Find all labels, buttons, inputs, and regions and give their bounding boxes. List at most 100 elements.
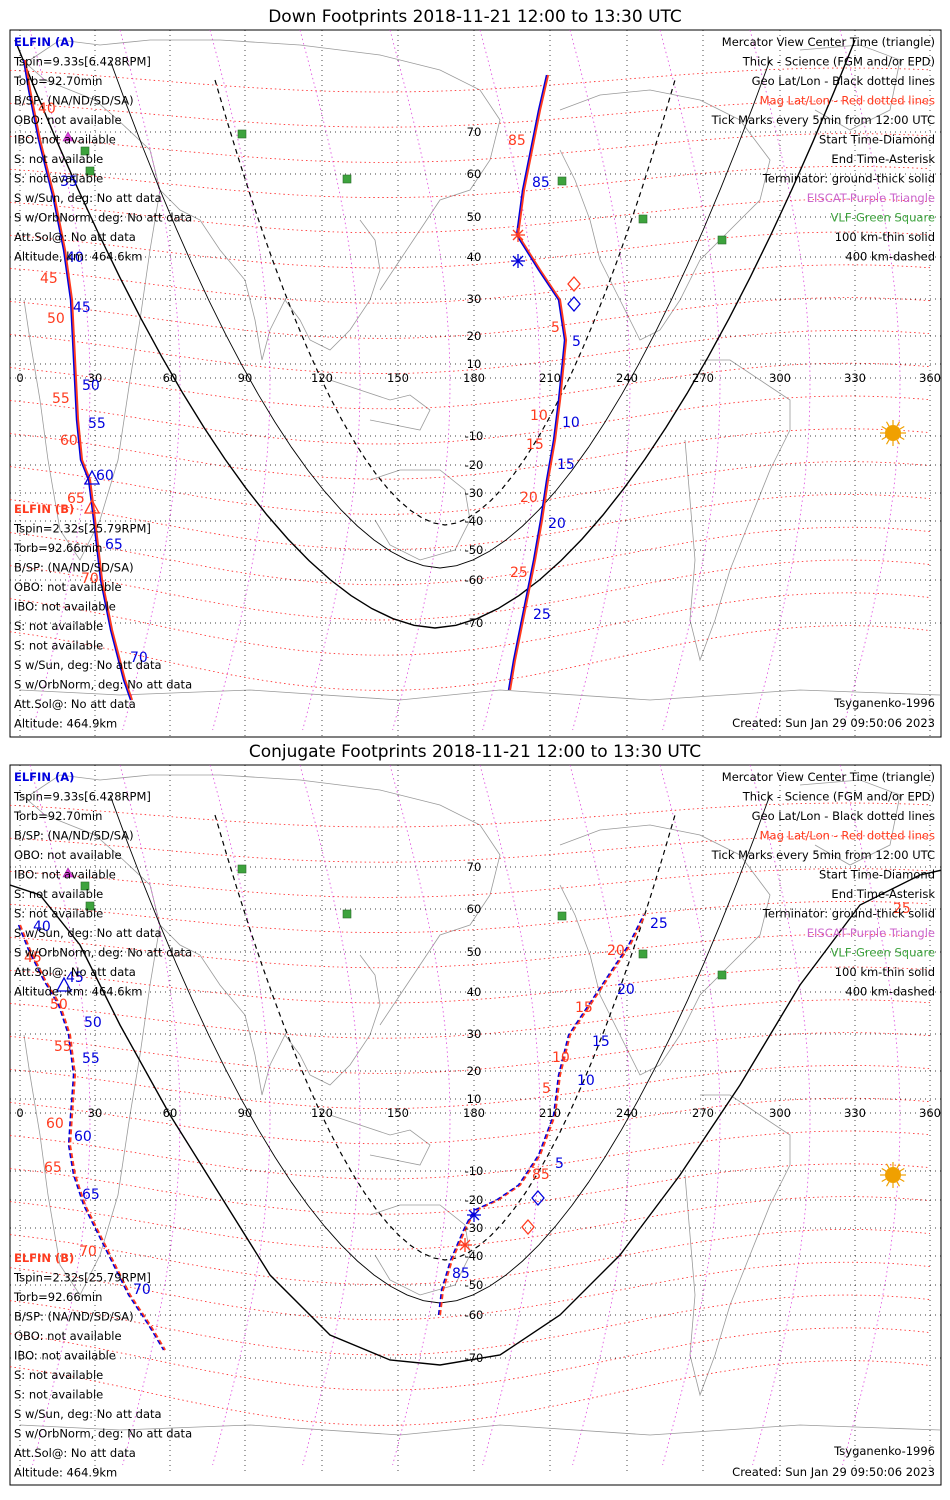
mag-lat-line [10, 901, 931, 933]
legend-line: Terminator: ground-thick solid [762, 172, 935, 186]
mag-lon-line [29, 765, 91, 1466]
mag-lon-line [389, 30, 451, 731]
asterisk-stroke [512, 255, 524, 267]
elfin-a-line: Torb=92.70min [13, 809, 102, 823]
panel-title: Down Footprints 2018-11-21 12:00 to 13:3… [268, 7, 682, 27]
vlf-station [342, 174, 352, 184]
track-time-label: 60 [96, 468, 114, 484]
lat-tick-label: 60 [467, 167, 482, 181]
elfin-a-line: Altitude, km: 464.6km [14, 985, 142, 999]
vlf-station [85, 166, 95, 176]
lat-tick-label: -10 [465, 1164, 484, 1178]
track-time-label: 10 [530, 408, 548, 424]
track-time-label: 85 [508, 133, 526, 149]
vlf-station [237, 129, 247, 139]
lon-tick-label: 210 [539, 1106, 561, 1120]
mag-lon-line [749, 30, 811, 731]
asterisk-stroke [468, 1209, 480, 1221]
mag-lat-line [10, 1294, 931, 1356]
track-time-label: 55 [88, 416, 106, 432]
grid-tick-labels: 0 30 60 90 120 150 180 210 240 270 300 330 360 70 60 50… [16, 860, 941, 1365]
elfin-a-line: B/SP: (NA/ND/SD/SA) [14, 829, 134, 843]
legend-line: End Time-Asterisk [831, 152, 935, 166]
mag-lon-line [209, 30, 271, 731]
vlf-station [80, 146, 90, 156]
track-time-label: 5 [555, 1156, 564, 1172]
elfin-a-line: S w/Sun, deg: No att data [14, 191, 162, 205]
elfin-b-info: ELFIN (B) Tspin=2.32s[25.79RPM] Torb=92.66… [13, 1251, 192, 1480]
track-time-label: 35 [60, 174, 78, 190]
mag-lon-line [839, 30, 901, 731]
lat-tick-label: 70 [467, 125, 482, 139]
model-label: Tsyganenko-1996 [833, 1444, 935, 1458]
legend-line: Mercator View Center Time (triangle) [722, 770, 935, 784]
elfin-a-line: OBO: not available [14, 113, 122, 127]
start-diamond [567, 276, 581, 292]
mag-lat-line [10, 999, 931, 1039]
vlf-station [80, 881, 90, 891]
start-diamond [531, 1190, 545, 1206]
elfin-a-line: Torb=92.70min [13, 74, 102, 88]
coastline [29, 39, 501, 291]
lon-tick-label: 90 [238, 1106, 253, 1120]
track-time-label: 25 [650, 916, 668, 932]
sun-ray [899, 425, 905, 430]
track-time-label: 60 [60, 433, 78, 449]
legend-line: 100 km-thin solid [835, 230, 935, 244]
elfin-b-track-blue [437, 914, 645, 1316]
elfin-b-line: S: not available [14, 1368, 103, 1382]
track-time-label: 60 [74, 1129, 92, 1145]
vlf-station [85, 901, 95, 911]
sun-icon [880, 1162, 906, 1188]
elfin-b-line: S w/OrbNorm, deg: No att data [14, 678, 192, 692]
lat-tick-label: -70 [465, 616, 484, 630]
elfin-b-line: Att.Sol@: No att data [14, 697, 136, 711]
lat-tick-label: 20 [467, 1064, 482, 1078]
legend-line: EISCAT-Purple Triangle [807, 926, 935, 940]
track-time-label: 70 [130, 650, 148, 666]
vlf-station [717, 235, 727, 245]
track-time-label: 10 [577, 1073, 595, 1089]
geographic-grid [10, 765, 941, 1475]
asterisk-stroke [512, 229, 524, 241]
vlf-station [557, 911, 567, 921]
mag-lat-line [10, 264, 931, 304]
track-time-label: 5 [542, 1081, 551, 1097]
coastline [799, 779, 901, 866]
elfin-b-line: Torb=92.66min [13, 1290, 102, 1304]
coastline [559, 824, 771, 1076]
sun-ray [885, 421, 890, 427]
lon-tick-label: 120 [311, 1106, 333, 1120]
lon-tick-label: 210 [539, 371, 561, 385]
mag-lon-line [479, 30, 541, 731]
vlf-station [342, 909, 352, 919]
panel-title: Conjugate Footprints 2018-11-21 12:00 to… [249, 742, 701, 762]
sun-ray [881, 425, 887, 430]
created-label: Created: Sun Jan 29 09:50:06 2023 [732, 716, 935, 730]
legend-line: 400 km-dashed [845, 250, 935, 264]
sun-ray [885, 1181, 890, 1187]
sun-ray [881, 436, 887, 441]
mag-lat-line [10, 198, 931, 234]
elfin-a-line: Tspin=9.33s[6.428RPM] [13, 790, 151, 804]
mag-lat-line [10, 933, 931, 969]
elfin-b-line: S: not available [14, 639, 103, 653]
track-time-label: 10 [552, 1050, 570, 1066]
mag-lon-line [839, 765, 901, 1466]
coastline [159, 189, 381, 361]
mag-lat-line [10, 166, 931, 198]
legend-line: Tick Marks every 5min from 12:00 UTC [711, 848, 935, 862]
legend-line: VLF-Green Square [831, 946, 935, 960]
lat-tick-label: 50 [467, 210, 482, 224]
lon-tick-label: 90 [238, 371, 253, 385]
track-time-label: 45 [24, 950, 42, 966]
coastline [329, 1114, 431, 1166]
coastlines [19, 774, 941, 1436]
elfin-b-line: S w/Sun, deg: No att data [14, 658, 162, 672]
track-time-label: 65 [67, 491, 85, 507]
elfin-a-line: S w/OrbNorm, deg: No att data [14, 211, 192, 225]
sun-disc [885, 1167, 901, 1183]
vlf-station [638, 214, 648, 224]
lon-tick-label: 330 [844, 371, 866, 385]
track-time-label: 55 [52, 391, 70, 407]
